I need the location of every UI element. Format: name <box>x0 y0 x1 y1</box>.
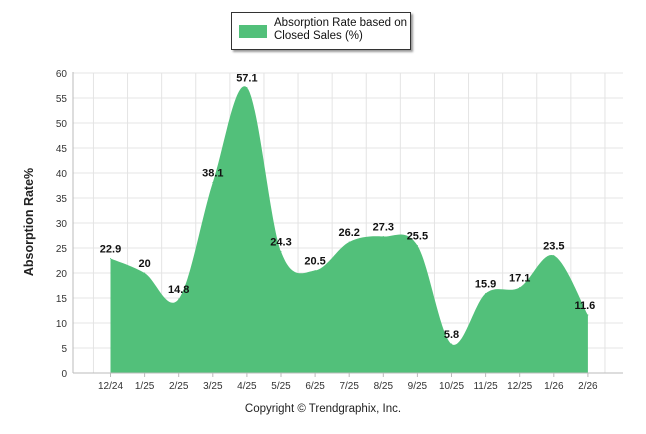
data-point-4/25 <box>246 87 248 88</box>
y-tick-label: 55 <box>56 94 68 105</box>
y-tick-label: 50 <box>56 119 68 130</box>
x-tick-label: 12/25 <box>507 381 532 392</box>
data-point-5/25 <box>280 251 282 252</box>
y-tick-label: 35 <box>56 194 68 205</box>
data-label: 38.1 <box>202 168 223 180</box>
data-point-10/25 <box>451 343 452 345</box>
x-tick-labels: 12/24 1/25 2/25 3/25 4/25 5/25 6/25 7/25 8/25 9/2… <box>98 381 598 392</box>
x-tick-label: 9/25 <box>408 381 428 392</box>
data-point-3/25 <box>212 182 214 183</box>
y-tick-label: 0 <box>61 369 67 380</box>
data-label: 20.5 <box>304 256 325 268</box>
copyright-text: Copyright © Trendgraphix, Inc. <box>244 403 402 415</box>
y-tick-labels: 0 5 10 15 20 25 30 35 40 45 50 55 60 <box>56 69 68 380</box>
y-tick-label: 10 <box>56 319 68 330</box>
legend-label: Absorption Rate based on Closed Sales (%… <box>274 17 407 42</box>
area-fill <box>110 86 588 373</box>
data-labels: 22.9 20 14.8 38.1 57.1 24.3 20.5 26.2 27.3 25.5 5.… <box>100 73 596 342</box>
data-point-8/25 <box>382 236 384 237</box>
data-label: 25.5 <box>407 231 428 243</box>
y-tick-label: 45 <box>56 144 68 155</box>
data-point-12/24 <box>110 258 111 259</box>
y-tick-label: 15 <box>56 294 68 305</box>
x-tick-label: 11/25 <box>473 381 498 392</box>
data-point-7/25 <box>348 241 350 243</box>
y-tick-label: 25 <box>56 244 68 255</box>
data-label: 14.8 <box>168 284 189 296</box>
legend-swatch <box>239 25 267 38</box>
x-tick-label: 6/25 <box>305 381 325 392</box>
x-tick-label: 2/25 <box>169 381 189 392</box>
y-tick-label: 5 <box>61 344 67 355</box>
data-label: 57.1 <box>236 73 257 85</box>
x-tick-label: 1/26 <box>544 381 564 392</box>
x-tick-label: 12/24 <box>98 381 123 392</box>
x-tick-label: 7/25 <box>339 381 359 392</box>
y-tick-label: 40 <box>56 169 68 180</box>
x-tick-label: 2/26 <box>578 381 598 392</box>
data-label: 26.2 <box>338 227 359 239</box>
data-label: 23.5 <box>543 241 564 253</box>
data-label: 27.3 <box>373 222 394 234</box>
y-tick-label: 30 <box>56 219 68 230</box>
data-label: 11.6 <box>574 300 595 312</box>
x-tick-label: 4/25 <box>237 381 257 392</box>
data-label: 5.8 <box>444 329 459 341</box>
x-tick-label: 1/25 <box>135 381 155 392</box>
y-tick-label: 60 <box>56 69 68 80</box>
y-axis-title: Absorption Rate% <box>22 167 36 277</box>
data-label: 15.9 <box>475 279 496 291</box>
x-tick-label: 10/25 <box>439 381 464 392</box>
data-label: 22.9 <box>100 244 121 256</box>
x-tick-label: 3/25 <box>203 381 223 392</box>
x-tick-label: 8/25 <box>374 381 394 392</box>
legend: Absorption Rate based on Closed Sales (%… <box>231 12 411 50</box>
data-label: 17.1 <box>509 273 530 285</box>
data-point-1/26 <box>553 255 555 256</box>
data-point-1/25 <box>144 272 146 274</box>
data-label: 20 <box>138 258 150 270</box>
data-point-2/26 <box>587 314 589 316</box>
y-tick-label: 20 <box>56 269 68 280</box>
data-point-9/25 <box>416 245 418 246</box>
area-series <box>110 86 589 373</box>
data-point-11/25 <box>485 293 487 294</box>
data-point-6/25 <box>314 270 316 271</box>
data-point-2/25 <box>178 298 180 300</box>
data-point-12/25 <box>519 287 521 288</box>
x-tick-label: 5/25 <box>271 381 291 392</box>
axes <box>72 72 623 377</box>
data-label: 24.3 <box>270 237 291 249</box>
